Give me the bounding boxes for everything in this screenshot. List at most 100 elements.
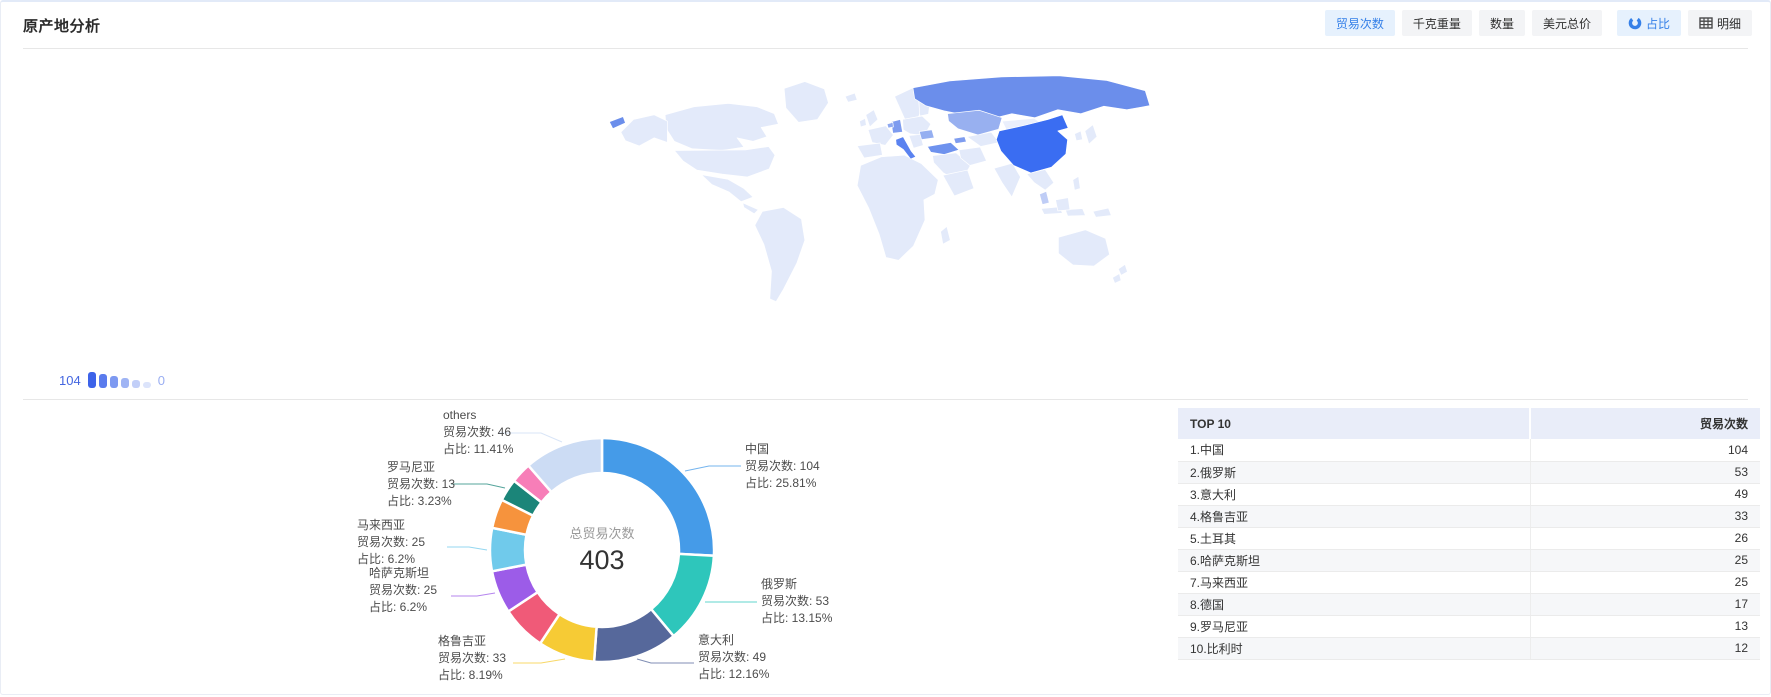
map-country-romania[interactable] bbox=[918, 129, 935, 140]
view-button-label: 占比 bbox=[1645, 16, 1670, 31]
page-title: 原产地分析 bbox=[23, 18, 101, 35]
table-row: 3.意大利 49 bbox=[1178, 483, 1760, 506]
donut-segment-罗马尼亚[interactable] bbox=[500, 479, 544, 518]
legend-min-value: 0 bbox=[157, 373, 165, 388]
table-cell-value: 12 bbox=[1529, 637, 1760, 660]
map-country-malaysia[interactable] bbox=[1039, 190, 1050, 205]
map-country-russia[interactable] bbox=[912, 75, 1151, 120]
table-cell-country: 3.意大利 bbox=[1178, 483, 1530, 506]
table-cell-value: 33 bbox=[1529, 505, 1760, 528]
table-cell-country: 4.格鲁吉亚 bbox=[1178, 505, 1530, 528]
metric-button-label: 数量 bbox=[1489, 16, 1514, 31]
table-cell-value: 13 bbox=[1529, 615, 1760, 638]
map-country-italy[interactable] bbox=[895, 136, 917, 160]
donut-label-意大利: 贸易次数: 49 bbox=[698, 649, 766, 664]
table-cell-country: 8.德国 bbox=[1178, 593, 1530, 616]
donut-segment-意大利[interactable] bbox=[592, 607, 676, 664]
donut-chart-icon bbox=[1628, 16, 1642, 30]
table-row: 4.格鲁吉亚 33 bbox=[1178, 505, 1760, 528]
donut-center-value: 403 bbox=[579, 545, 625, 575]
legend-bar bbox=[131, 380, 140, 388]
table-icon bbox=[1699, 17, 1713, 29]
donut-label-others: others bbox=[443, 408, 476, 422]
map-country-kazakhstan[interactable] bbox=[947, 109, 1003, 136]
donut-label-罗马尼亚: 占比: 3.23% bbox=[387, 493, 452, 508]
metric-button-usd-total[interactable]: 美元总价 bbox=[1531, 10, 1602, 36]
legend-max-value: 104 bbox=[59, 373, 81, 388]
legend-bar bbox=[98, 374, 107, 388]
donut-segment-others[interactable] bbox=[526, 436, 604, 494]
table-header-row: TOP 10 贸易次数 bbox=[1178, 408, 1760, 439]
donut-segment-格鲁吉亚[interactable] bbox=[538, 612, 598, 664]
table-cell-value: 17 bbox=[1529, 593, 1760, 616]
donut-segment-土耳其[interactable] bbox=[506, 590, 562, 646]
donut-label-格鲁吉亚: 格鲁吉亚 bbox=[438, 633, 486, 648]
donut-leader-line bbox=[513, 658, 566, 664]
table-row: 1.中国 104 bbox=[1178, 439, 1760, 462]
donut-label-格鲁吉亚: 占比: 8.19% bbox=[438, 667, 503, 682]
metric-button-trade-count[interactable]: 贸易次数 bbox=[1324, 10, 1395, 36]
header-divider bbox=[23, 48, 1748, 49]
table-row: 5.土耳其 26 bbox=[1178, 527, 1760, 550]
donut-label-中国: 贸易次数: 104 bbox=[745, 458, 820, 473]
donut-segment-俄罗斯[interactable] bbox=[649, 552, 716, 638]
table-cell-value: 26 bbox=[1529, 527, 1760, 550]
map-country-georgia[interactable] bbox=[953, 136, 967, 144]
donut-segment-马来西亚[interactable] bbox=[488, 526, 528, 573]
donut-leader-line bbox=[451, 592, 496, 597]
donut-leader-line bbox=[684, 465, 741, 472]
table-row: 6.哈萨克斯坦 25 bbox=[1178, 549, 1760, 572]
map-country-germany[interactable] bbox=[890, 119, 903, 134]
donut-label-马来西亚: 贸易次数: 25 bbox=[357, 534, 425, 549]
donut-label-哈萨克斯坦: 占比: 6.2% bbox=[369, 599, 427, 614]
world-map[interactable] bbox=[599, 58, 1174, 358]
legend-bar bbox=[109, 376, 118, 388]
donut-label-俄罗斯: 贸易次数: 53 bbox=[761, 593, 829, 608]
donut-segment-德国[interactable] bbox=[490, 498, 535, 537]
legend-bars bbox=[87, 371, 151, 388]
map-base-countries bbox=[620, 81, 1128, 303]
top10-table: TOP 10 贸易次数 1.中国 104 2.俄罗斯 53 3.意大利 49 4.格鲁吉亚 3… bbox=[1178, 408, 1760, 660]
view-button-ratio[interactable]: 占比 bbox=[1616, 10, 1681, 36]
donut-leader-line bbox=[636, 658, 694, 664]
metric-button-quantity[interactable]: 数量 bbox=[1478, 10, 1525, 36]
table-row: 8.德国 17 bbox=[1178, 593, 1760, 616]
table-cell-country: 5.土耳其 bbox=[1178, 527, 1530, 550]
map-country-belgium[interactable] bbox=[886, 121, 894, 129]
donut-label-意大利: 意大利 bbox=[698, 632, 734, 647]
table-row: 9.罗马尼亚 13 bbox=[1178, 615, 1760, 638]
donut-label-意大利: 占比: 12.16% bbox=[698, 666, 770, 681]
table-cell-value: 25 bbox=[1529, 571, 1760, 594]
map-country-russia-east[interactable] bbox=[609, 116, 626, 129]
donut-center: 总贸易次数 403 bbox=[522, 523, 682, 576]
map-country-china[interactable] bbox=[995, 114, 1069, 174]
donut-leader-line bbox=[447, 546, 488, 551]
donut-leader-line bbox=[499, 432, 563, 443]
section-divider bbox=[23, 399, 1748, 400]
table-header-metric: 贸易次数 bbox=[1529, 408, 1760, 439]
map-legend: 104 0 bbox=[59, 362, 165, 388]
table-row: 2.俄罗斯 53 bbox=[1178, 461, 1760, 484]
legend-bar bbox=[142, 382, 151, 388]
donut-label-others: 占比: 11.41% bbox=[443, 441, 514, 456]
table-cell-value: 53 bbox=[1529, 461, 1760, 484]
donut-segment-哈萨克斯坦[interactable] bbox=[490, 563, 540, 614]
table-cell-country: 1.中国 bbox=[1178, 439, 1530, 462]
metric-button-label: 美元总价 bbox=[1542, 16, 1591, 31]
table-cell-value: 25 bbox=[1529, 549, 1760, 572]
donut-label-格鲁吉亚: 贸易次数: 33 bbox=[438, 650, 506, 665]
donut-segment-比利时[interactable] bbox=[512, 463, 554, 505]
metric-button-kg-weight[interactable]: 千克重量 bbox=[1401, 10, 1472, 36]
table-cell-country: 9.罗马尼亚 bbox=[1178, 615, 1530, 638]
table-row: 10.比利时 12 bbox=[1178, 637, 1760, 660]
donut-center-label: 总贸易次数 bbox=[569, 526, 635, 541]
donut-label-哈萨克斯坦: 贸易次数: 25 bbox=[369, 582, 437, 597]
map-country-turkey[interactable] bbox=[926, 142, 960, 155]
donut-label-哈萨克斯坦: 哈萨克斯坦 bbox=[369, 566, 429, 580]
donut-label-马来西亚: 占比: 6.2% bbox=[357, 551, 415, 566]
donut-label-俄罗斯: 俄罗斯 bbox=[761, 577, 797, 591]
donut-segment-中国[interactable] bbox=[600, 436, 716, 558]
view-button-detail[interactable]: 明细 bbox=[1687, 10, 1752, 36]
donut-label-中国: 占比: 25.81% bbox=[745, 475, 817, 490]
